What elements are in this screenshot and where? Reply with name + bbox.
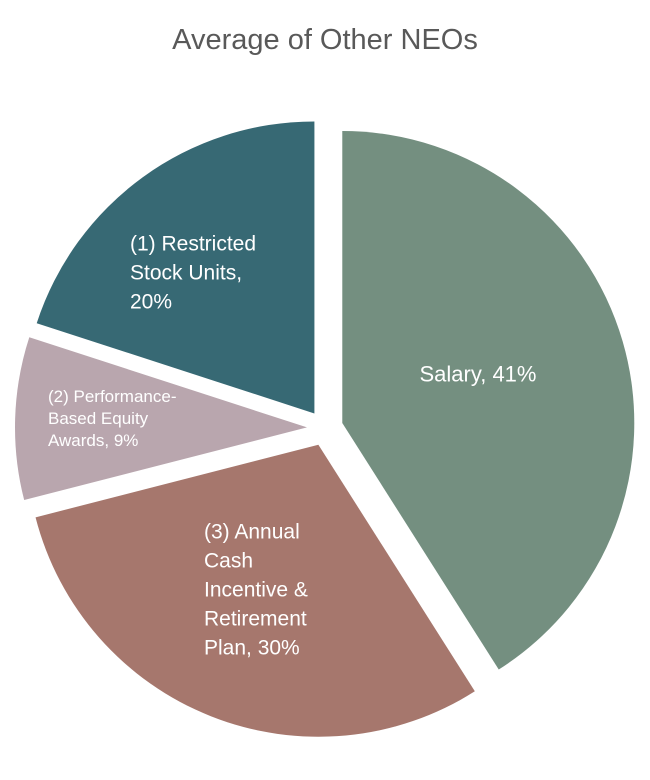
slice-label-line: Incentive & <box>204 578 308 601</box>
slice-label-line: Cash <box>204 549 253 572</box>
slice-label-2: (3) Annual Cash Incentive & Retirement Plan,… <box>204 520 308 659</box>
pie-slice-1 <box>342 130 635 670</box>
pie-slice-2 <box>35 444 475 737</box>
slice-label-line: Stock Units, <box>130 261 242 284</box>
slice-label-line: Salary, 41% <box>420 362 537 387</box>
pie-slice-4 <box>36 121 315 414</box>
slice-label-line: Retirement <box>204 607 307 630</box>
slice-label-line: Awards, 9% <box>48 431 138 450</box>
slice-label-line: Based Equity <box>48 409 149 428</box>
slice-label-line: (2) Performance- <box>48 387 176 406</box>
pie-slice-3 <box>15 337 308 501</box>
slice-label-line: Plan, 30% <box>204 636 300 659</box>
slice-label-3: (2) Performance- Based Equity Awards, 9% <box>48 387 176 450</box>
chart-title: Average of Other NEOs <box>172 24 478 56</box>
slice-label-line: (3) Annual <box>204 520 300 543</box>
slice-label-4: (1) Restricted Stock Units, 20% <box>130 232 256 313</box>
slice-label-line: (1) Restricted <box>130 232 256 255</box>
slice-label-line: 20% <box>130 290 172 313</box>
slice-label-1: Salary, 41% <box>420 362 537 387</box>
